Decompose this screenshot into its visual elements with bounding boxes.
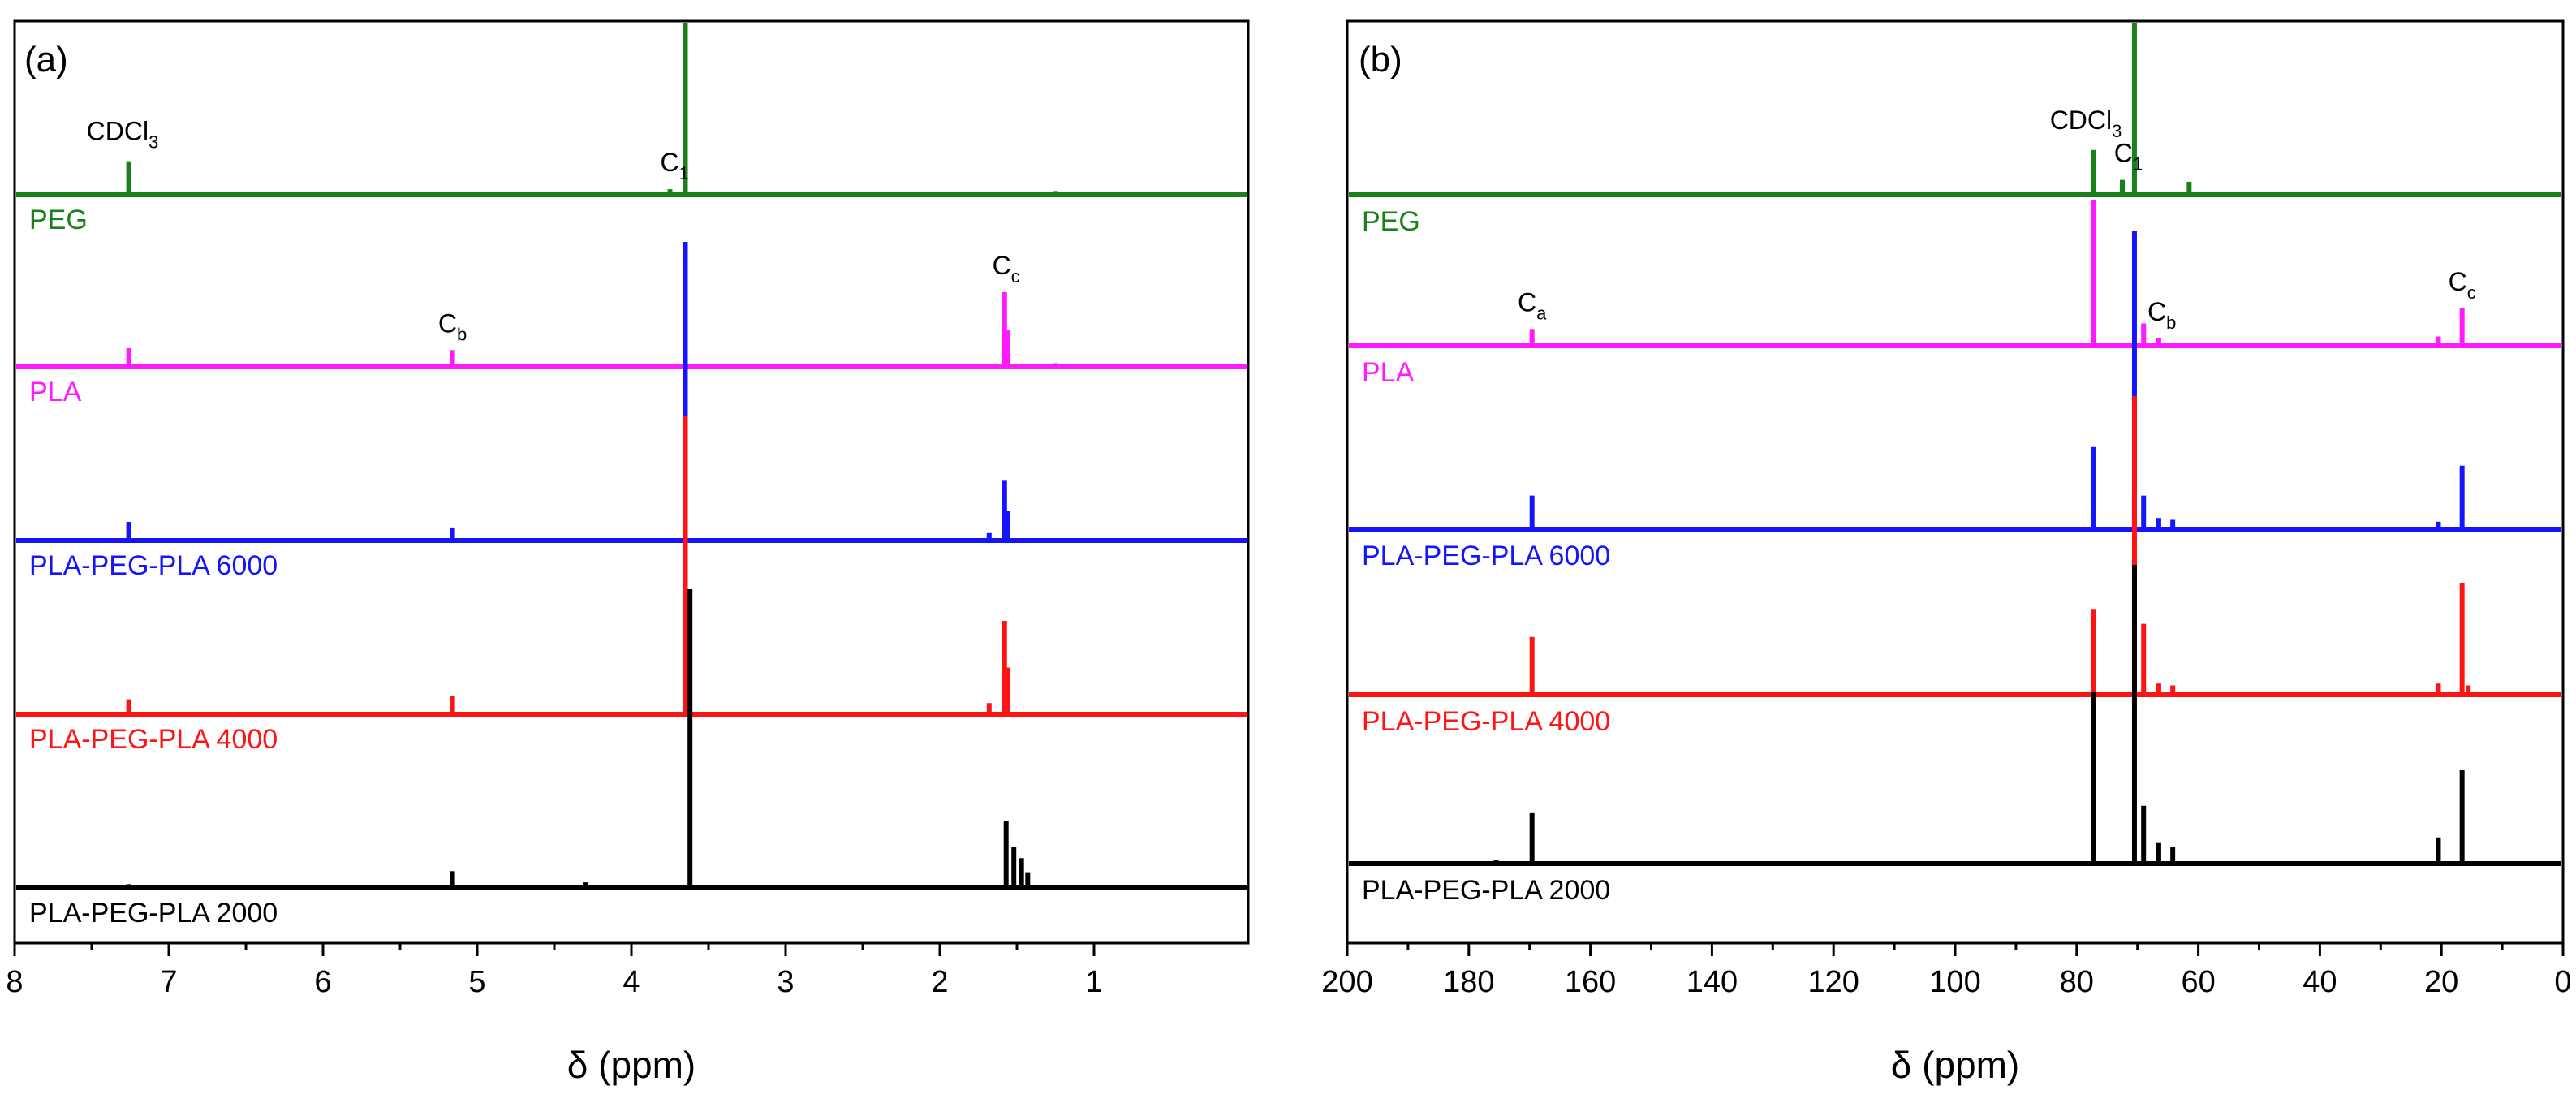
peak-annotation: Cc xyxy=(993,251,1020,287)
series-label: PLA-PEG-PLA 4000 xyxy=(1362,706,1610,737)
series-label: PEG xyxy=(1362,206,1420,237)
x-tick-label: 80 xyxy=(2060,965,2094,999)
series-label: PLA xyxy=(1362,357,1415,388)
series-label: PLA xyxy=(29,377,82,407)
peak-annotation: Ca xyxy=(1518,287,1547,323)
spectrum-2 xyxy=(1349,200,2561,348)
spectrum-3 xyxy=(16,242,1247,543)
panel-a-peak-annotations: C1 CDCl3 Cb Cc xyxy=(87,117,1020,345)
peak-annotation: C1 xyxy=(661,148,689,183)
x-tick-label: 40 xyxy=(2302,965,2337,999)
x-tick-label: 1 xyxy=(1085,965,1102,999)
spectrum-3 xyxy=(1349,231,2561,532)
x-tick-label: 160 xyxy=(1565,965,1616,999)
panel-b-spectra xyxy=(1349,23,2561,866)
x-tick-label: 4 xyxy=(622,965,640,999)
peak-annotation: Cc xyxy=(2449,267,2476,303)
x-tick-label: 8 xyxy=(6,965,23,999)
series-label: PLA-PEG-PLA 6000 xyxy=(1362,541,1610,571)
peak-annotation: Cb xyxy=(438,308,467,344)
panel-b-label: (b) xyxy=(1359,40,1402,80)
x-tick-label: 0 xyxy=(2554,965,2571,999)
x-tick-label: 2 xyxy=(931,965,948,999)
panel-a-label: (a) xyxy=(24,40,68,80)
spectrum-5 xyxy=(1349,565,2561,866)
peak-annotation: CDCl3 xyxy=(87,117,159,153)
series-label: PLA-PEG-PLA 6000 xyxy=(29,550,278,581)
series-label: PLA-PEG-PLA 2000 xyxy=(29,898,278,929)
series-label: PEG xyxy=(29,205,88,235)
x-tick-label: 180 xyxy=(1443,965,1494,999)
panel-b-13c-nmr: PEG PLA PLA-PEG-PLA 6000 PLA-PEG-PLA 4000 PL… xyxy=(1321,19,2572,1086)
panel-b-frame xyxy=(1346,19,2565,945)
panel-a-x-axis: 8 7 6 5 4 3 2 1 xyxy=(6,943,1103,999)
spectrum-1 xyxy=(1349,23,2561,197)
x-tick-label: 3 xyxy=(777,965,794,999)
panel-a-frame xyxy=(13,19,1250,945)
spectrum-4 xyxy=(16,416,1247,717)
panel-a-series-labels: PEG PLA PLA-PEG-PLA 6000 PLA-PEG-PLA 4000 PL… xyxy=(29,205,278,929)
x-tick-label: 120 xyxy=(1807,965,1859,999)
x-tick-label: 140 xyxy=(1686,965,1738,999)
spectrum-1 xyxy=(16,23,1247,197)
spectrum-2 xyxy=(16,292,1247,369)
x-tick-label: 200 xyxy=(1321,965,1372,999)
panel-a-x-axis-title: δ (ppm) xyxy=(567,1044,696,1086)
panel-b-x-axis-title: δ (ppm) xyxy=(1891,1044,2020,1086)
series-label: PLA-PEG-PLA 2000 xyxy=(1362,875,1610,906)
series-label: PLA-PEG-PLA 4000 xyxy=(29,724,278,755)
panel-b-series-labels: PEG PLA PLA-PEG-PLA 6000 PLA-PEG-PLA 4000 PL… xyxy=(1362,206,1610,906)
panel-a-1h-nmr: PEG PLA PLA-PEG-PLA 6000 PLA-PEG-PLA 4000 PL… xyxy=(6,19,1250,1086)
x-tick-label: 6 xyxy=(314,965,331,999)
x-tick-label: 5 xyxy=(468,965,485,999)
x-tick-label: 100 xyxy=(1929,965,1980,999)
peak-annotation: CDCl3 xyxy=(2050,106,2122,141)
panel-b-x-axis: 200 180 160 140 120 100 80 60 40 20 0 xyxy=(1321,943,2572,999)
panel-a-spectra xyxy=(16,23,1247,890)
peak-annotation: Cb xyxy=(2147,297,2176,333)
x-tick-label: 7 xyxy=(160,965,177,999)
peak-annotation: C1 xyxy=(2114,139,2143,174)
spectrum-5 xyxy=(16,589,1247,890)
x-tick-label: 20 xyxy=(2424,965,2458,999)
x-tick-label: 60 xyxy=(2181,965,2215,999)
